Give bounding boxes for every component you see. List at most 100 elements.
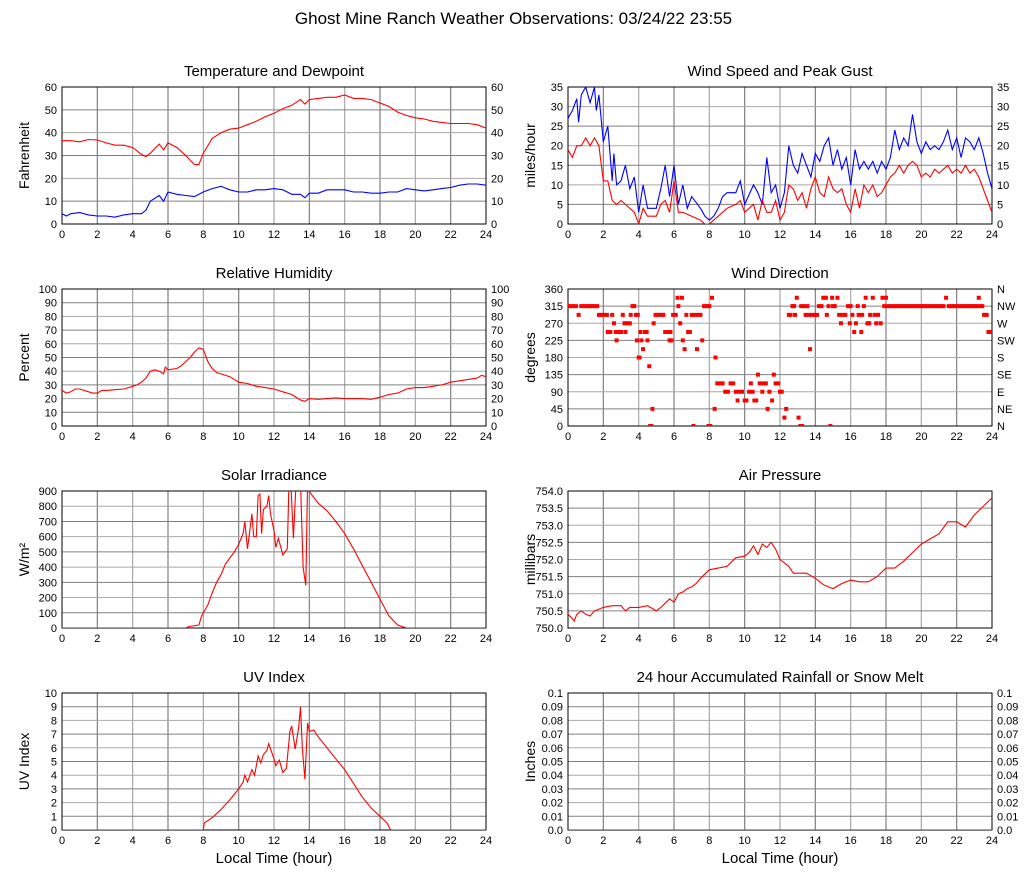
x-tick-label: 18 [374,431,386,443]
right-tick-label: 0.08 [997,715,1018,727]
data-point [700,338,705,343]
y-tick-label: 0.0 [548,825,563,837]
right-tick-label: 100 [491,284,509,296]
data-point [771,372,776,377]
data-point [622,321,627,326]
y-tick-label: 5 [51,757,57,769]
x-axis-label: Local Time (hour) [216,850,333,867]
y-tick-label: 751.5 [535,572,563,584]
x-tick-label: 18 [880,633,892,645]
y-tick-label: 30 [45,151,57,163]
data-point [982,312,987,317]
data-point [715,381,720,386]
plot-frame [567,86,993,225]
data-point [656,312,661,317]
data-point [625,321,630,326]
data-point [846,304,851,309]
data-point [859,330,864,335]
x-tick-label: 4 [130,835,136,847]
x-tick-label: 10 [739,835,751,847]
x-tick-label: 18 [374,633,386,645]
data-point [680,338,685,343]
x-tick-label: 24 [480,431,492,443]
x-axis-label: Local Time (hour) [722,850,839,867]
data-point [750,389,755,394]
x-tick-label: 14 [303,633,315,645]
data-point [637,355,642,360]
right-tick-label: 60 [491,339,503,351]
data-point [675,295,680,300]
data-point [723,389,728,394]
data-point [893,304,898,309]
data-point [965,304,970,309]
x-tick-label: 6 [165,835,171,847]
x-tick-label: 16 [845,633,857,645]
right-tick-label: NW [997,301,1016,313]
y-tick-label: 4 [51,770,57,782]
plot-area [568,497,992,623]
y-tick-label: 700 [39,516,57,528]
data-point [735,398,740,403]
data-point [830,295,835,300]
y-axis-label: Percent [16,333,32,381]
data-point [914,304,919,309]
data-point [755,372,760,377]
y-tick-label: 0.07 [542,729,563,741]
y-tick-label: 2 [51,798,57,810]
y-axis-label: degrees [522,332,538,383]
data-point [796,415,801,420]
y-axis-label: Inches [522,741,538,782]
x-tick-label: 10 [739,633,751,645]
data-point [691,424,696,426]
data-point [860,312,865,317]
right-tick-label: 0.06 [997,743,1018,755]
y-tick-label: 752.5 [535,537,563,549]
data-point [976,295,981,300]
data-point [967,304,972,309]
x-tick-label: 12 [268,633,280,645]
y-tick-label: 80 [45,311,57,323]
y-tick-label: 0.03 [542,784,563,796]
data-point [702,304,707,309]
y-tick-label: 15 [551,160,563,172]
data-point [949,304,954,309]
y-tick-label: 35 [551,82,563,94]
right-tick-label: 60 [491,82,503,94]
x-tick-label: 10 [233,835,245,847]
y-tick-label: 752.0 [535,555,563,567]
data-point [573,304,578,309]
data-point [962,304,967,309]
x-tick-label: 8 [706,431,712,443]
y-tick-label: 50 [45,105,57,117]
right-tick-label: 40 [491,128,503,140]
y-axis-label: Fahrenheit [16,122,32,189]
right-tick-label: 20 [997,141,1009,153]
right-tick-label: 10 [491,196,503,208]
data-point [882,304,887,309]
data-point [682,347,687,352]
data-point [847,321,852,326]
y-tick-label: 8 [51,715,57,727]
x-tick-label: 2 [600,431,606,443]
data-point [880,295,885,300]
data-point [627,321,632,326]
data-point [840,312,845,317]
y-tick-label: 750.5 [535,606,563,618]
x-tick-label: 12 [268,229,280,241]
x-tick-label: 14 [809,229,821,241]
y-tick-label: 45 [551,404,563,416]
right-tick-label: N [997,421,1005,433]
data-point [765,406,770,411]
right-tick-label: 0.02 [997,798,1018,810]
data-point [816,304,821,309]
x-tick-label: 24 [480,229,492,241]
y-tick-label: 200 [39,593,57,605]
data-point [589,304,594,309]
x-tick-label: 20 [409,633,421,645]
x-tick-label: 10 [739,431,751,443]
right-tick-label: 0 [491,421,497,433]
x-tick-label: 8 [200,229,206,241]
